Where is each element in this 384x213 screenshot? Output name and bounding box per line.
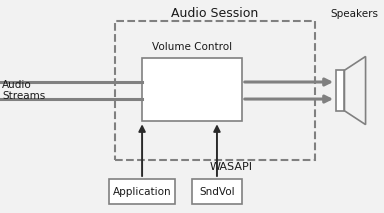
Text: Volume Control: Volume Control <box>152 42 232 52</box>
Bar <box>192 179 242 204</box>
Text: Audio Session: Audio Session <box>171 7 259 20</box>
Bar <box>115 21 315 160</box>
Polygon shape <box>344 56 366 125</box>
Text: Application: Application <box>113 187 171 197</box>
Bar <box>109 179 175 204</box>
Text: Audio
Streams: Audio Streams <box>2 80 45 101</box>
Text: WASAPI: WASAPI <box>209 162 252 172</box>
Text: SndVol: SndVol <box>199 187 235 197</box>
Text: Speakers: Speakers <box>331 9 379 19</box>
Bar <box>336 70 344 111</box>
Bar <box>142 58 242 121</box>
